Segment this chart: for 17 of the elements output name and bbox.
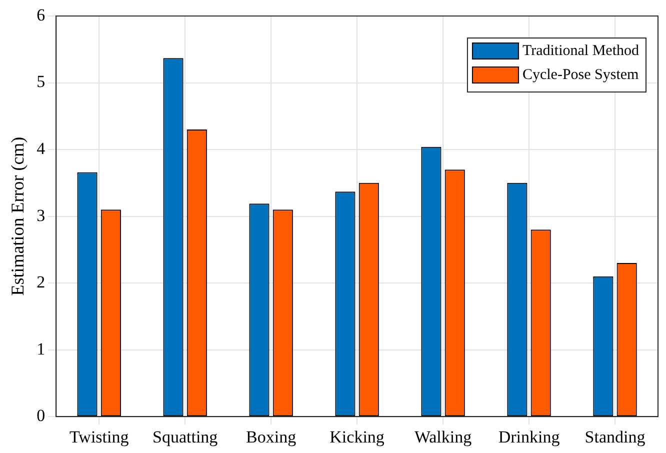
x-tick-label: Kicking — [330, 427, 385, 446]
y-axis-title: Estimation Error (cm) — [8, 136, 28, 296]
x-tick-label: Drinking — [498, 427, 560, 446]
legend-label: Traditional Method — [522, 42, 640, 59]
legend-label: Cycle-Pose System — [522, 66, 640, 83]
y-tick-label: 4 — [36, 139, 46, 158]
x-tick-label: Twisting — [69, 427, 130, 446]
y-tick-label: 3 — [36, 206, 46, 225]
y-tick-label: 6 — [36, 5, 46, 24]
x-tick-label: Walking — [414, 427, 472, 446]
y-tick-label: 1 — [36, 339, 46, 358]
x-tick-label: Squatting — [152, 427, 218, 446]
y-tick-label: 2 — [36, 272, 46, 292]
x-tick-label: Standing — [584, 427, 646, 446]
y-tick-label: 0 — [36, 406, 46, 426]
x-tick-label: Boxing — [246, 427, 297, 446]
y-tick-label: 5 — [36, 72, 46, 92]
